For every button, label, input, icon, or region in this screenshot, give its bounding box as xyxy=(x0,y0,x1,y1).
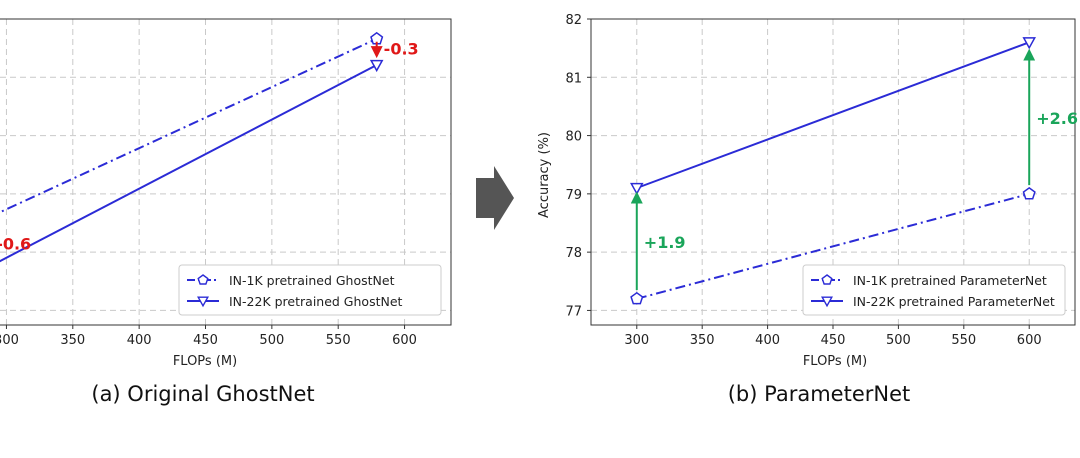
legend-marker xyxy=(821,274,833,285)
plot-frame xyxy=(590,18,1076,326)
data-point xyxy=(630,182,644,196)
annotation-label: -0.6 xyxy=(0,235,31,254)
legend-label: IN-22K pretrained ParameterNet xyxy=(853,294,1055,309)
legend-label: IN-1K pretrained GhostNet xyxy=(229,273,395,288)
annotation-label: +2.6 xyxy=(1036,109,1078,128)
data-point xyxy=(630,291,644,305)
annotation-label: -0.3 xyxy=(384,40,419,59)
y-tick-label: 77 xyxy=(565,304,582,319)
legend-label: IN-22K pretrained GhostNet xyxy=(229,294,403,309)
annotation-label: +1.9 xyxy=(644,233,686,252)
x-tick-label: 300 xyxy=(0,333,19,348)
x-tick-label: 350 xyxy=(690,333,715,348)
series-line xyxy=(636,192,1030,300)
x-axis-label: FLOPs (M) xyxy=(803,354,867,369)
x-tick-label: 300 xyxy=(624,333,649,348)
y-tick-label: 80 xyxy=(565,130,582,145)
series-line xyxy=(0,37,378,214)
data-point xyxy=(369,59,384,73)
right-arrow-icon xyxy=(476,166,514,230)
data-point xyxy=(1022,186,1036,200)
x-tick-label: 500 xyxy=(259,333,284,348)
x-tick-label: 550 xyxy=(951,333,976,348)
legend-box xyxy=(802,264,1066,316)
y-tick-label: 78 xyxy=(565,246,582,261)
legend-label: IN-1K pretrained ParameterNet xyxy=(853,273,1047,288)
data-point xyxy=(1022,37,1036,50)
series-line xyxy=(636,41,1030,189)
series-line xyxy=(0,64,378,263)
x-tick-label: 550 xyxy=(326,333,351,348)
x-tick-label: 450 xyxy=(821,333,846,348)
legend-box xyxy=(178,264,442,316)
x-tick-label: 600 xyxy=(1017,333,1042,348)
x-tick-label: 400 xyxy=(127,333,152,348)
y-axis-label: Accuracy (%) xyxy=(537,132,552,218)
y-tick-label: 79 xyxy=(565,188,582,203)
plot-frame xyxy=(0,18,452,326)
x-tick-label: 450 xyxy=(193,333,218,348)
y-tick-label: 81 xyxy=(565,71,582,86)
legend-marker xyxy=(197,274,209,285)
chart-original-ghostnet: (a) Original GhostNet FLOPs (M) 300 350 40… xyxy=(0,18,452,406)
legend-marker xyxy=(197,296,209,308)
x-tick-label: 500 xyxy=(886,333,911,348)
chart-parameternet: (b) ParameterNet FLOPs (M) Accuracy (%) … xyxy=(537,13,1078,406)
x-tick-label: 400 xyxy=(755,333,780,348)
chart-caption: (a) Original GhostNet xyxy=(91,382,314,406)
chart-caption: (b) ParameterNet xyxy=(728,382,911,406)
y-tick-label: 82 xyxy=(565,13,582,28)
x-tick-label: 600 xyxy=(392,333,417,348)
x-tick-label: 350 xyxy=(60,333,85,348)
legend-marker xyxy=(821,296,833,308)
x-axis-label: FLOPs (M) xyxy=(173,354,237,369)
